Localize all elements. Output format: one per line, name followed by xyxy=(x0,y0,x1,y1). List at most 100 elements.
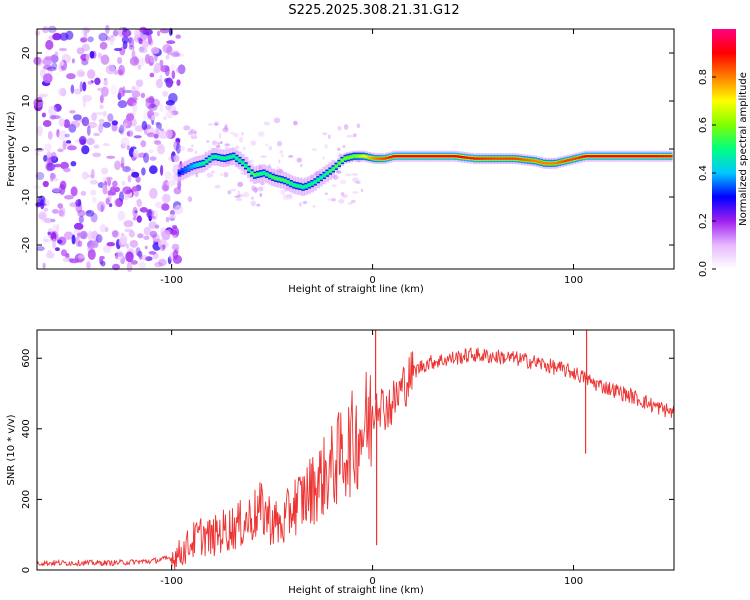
signal-trace-cell xyxy=(430,155,435,158)
noise-blob xyxy=(106,242,116,247)
noise-blob xyxy=(75,236,80,247)
noise-blob xyxy=(161,203,170,211)
spectrogram-x-axis-label: Height of straight line (km) xyxy=(288,284,424,295)
noise-blob xyxy=(87,69,96,79)
noise-blob xyxy=(140,92,146,98)
noise-blob xyxy=(149,72,155,78)
noise-blob xyxy=(131,85,136,91)
noise-blob xyxy=(43,199,50,207)
noise-blob xyxy=(257,186,264,192)
noise-blob xyxy=(102,110,107,117)
signal-trace-cell xyxy=(219,156,224,160)
noise-blob xyxy=(148,251,157,255)
noise-blob xyxy=(138,46,148,54)
noise-blob xyxy=(166,40,176,45)
noise-blob xyxy=(80,37,88,43)
noise-blob xyxy=(206,140,210,143)
noise-blob xyxy=(72,114,82,121)
noise-blob xyxy=(52,238,57,250)
signal-trace-cell xyxy=(222,157,227,160)
noise-blob xyxy=(165,110,175,119)
spectrogram-background xyxy=(37,29,674,269)
noise-blob xyxy=(256,203,261,207)
noise-blob xyxy=(114,198,122,207)
noise-blob xyxy=(177,64,186,75)
noise-blob xyxy=(86,261,91,269)
snr-y-ticks: 0 200 400 600 xyxy=(21,349,674,573)
signal-trace-cell xyxy=(231,155,236,158)
noise-blob xyxy=(66,140,72,144)
signal-trace-cell xyxy=(198,162,203,166)
noise-blob xyxy=(165,54,170,60)
noise-blob xyxy=(155,78,163,89)
noise-blob xyxy=(339,179,347,184)
noise-blob xyxy=(360,188,364,193)
signal-trace-cell xyxy=(283,179,287,182)
noise-blob xyxy=(43,64,53,70)
noise-blob xyxy=(257,131,265,137)
noise-blob xyxy=(130,260,138,265)
noise-blob xyxy=(81,43,91,52)
noise-blob xyxy=(327,198,334,202)
noise-blob xyxy=(170,230,178,236)
noise-blob xyxy=(242,146,246,151)
x-tick-label: 0 xyxy=(369,576,375,587)
noise-blob xyxy=(98,122,103,134)
noise-blob xyxy=(215,145,221,148)
snr-panel: -100 0 100 0 200 400 600 Height of straight l… xyxy=(6,329,675,596)
noise-blob xyxy=(173,204,184,215)
noise-blob xyxy=(46,162,56,171)
noise-blob xyxy=(102,176,106,188)
noise-blob xyxy=(131,118,137,127)
colorbar-label: Normalized spectral amplitude xyxy=(738,72,749,226)
signal-trace-cell xyxy=(412,155,417,158)
noise-blob xyxy=(78,136,87,145)
colorbar-gradient xyxy=(712,29,736,269)
noise-blob xyxy=(64,133,70,138)
signal-trace-cell xyxy=(590,155,595,158)
signal-trace-cell xyxy=(295,184,299,187)
signal-trace-cell xyxy=(458,155,462,158)
noise-blob xyxy=(89,51,95,59)
noise-blob xyxy=(135,79,144,88)
signal-trace-cell xyxy=(563,159,568,163)
noise-blob xyxy=(57,87,66,96)
noise-blob xyxy=(273,117,281,124)
noise-blob xyxy=(131,186,138,192)
signal-trace-cell xyxy=(442,155,447,158)
signal-trace-cell xyxy=(376,157,381,160)
signal-trace-cell xyxy=(605,155,610,158)
signal-trace-cell xyxy=(491,157,495,160)
noise-blob xyxy=(50,232,57,241)
noise-blob xyxy=(87,121,98,129)
noise-blob xyxy=(140,34,149,41)
noise-blob xyxy=(300,163,303,168)
signal-trace-cell xyxy=(439,155,444,158)
noise-blob xyxy=(144,245,148,250)
noise-blob xyxy=(70,84,75,94)
noise-blob xyxy=(150,47,160,55)
noise-blob xyxy=(288,155,294,158)
noise-blob xyxy=(280,189,285,195)
colorbar: 0.0 0.2 0.4 0.6 0.8 Normalized spectral ampl… xyxy=(698,29,749,277)
noise-blob xyxy=(99,255,105,260)
noise-blob xyxy=(89,179,99,185)
noise-blob xyxy=(112,230,119,238)
signal-trace-cell xyxy=(388,156,393,159)
signal-trace-cell xyxy=(204,160,209,163)
snr-y-axis-label: SNR (10 * v/v) xyxy=(6,414,17,485)
signal-trace-cell xyxy=(298,185,302,188)
noise-blob xyxy=(35,30,41,36)
noise-blob xyxy=(91,230,99,240)
noise-blob xyxy=(262,181,265,186)
noise-blob xyxy=(179,145,185,152)
noise-blob xyxy=(151,115,156,121)
noise-blob xyxy=(73,222,84,230)
noise-blob xyxy=(224,143,231,147)
noise-blob xyxy=(73,88,82,95)
signal-trace-cell xyxy=(259,172,263,175)
noise-blob xyxy=(149,230,158,238)
noise-blob xyxy=(165,77,174,88)
noise-blob xyxy=(119,124,125,135)
noise-blob xyxy=(235,145,239,149)
